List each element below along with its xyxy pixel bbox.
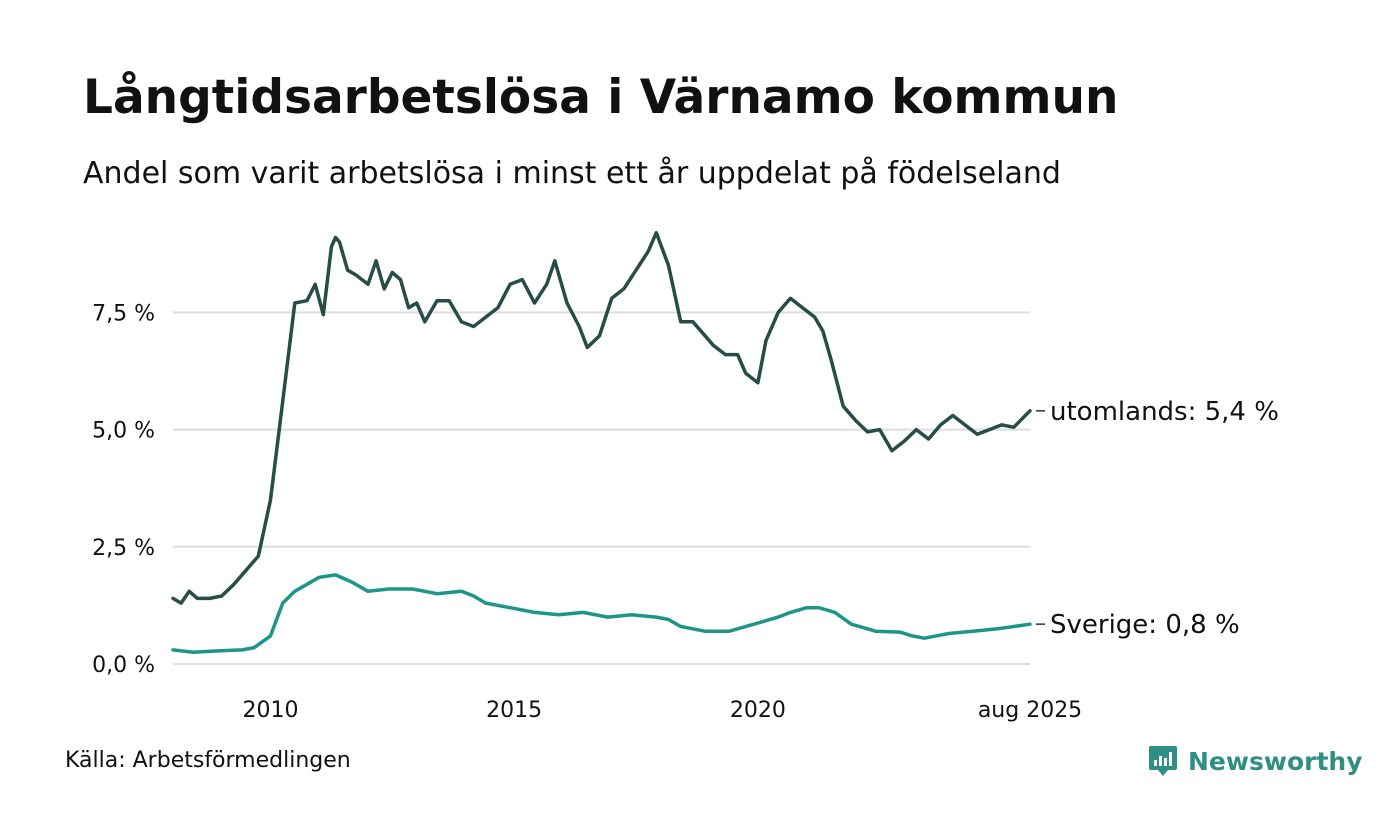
series-line-utomlands bbox=[171, 230, 1032, 605]
brand-name: Newsworthy bbox=[1188, 746, 1363, 776]
gridlines bbox=[173, 311, 1030, 665]
y-tick-label: 0,0 % bbox=[92, 653, 155, 678]
y-tick-label: 5,0 % bbox=[92, 419, 155, 444]
source-note: Källa: Arbetsförmedlingen bbox=[65, 748, 351, 773]
series-label-utomlands: utomlands: 5,4 % bbox=[1050, 397, 1279, 427]
x-tick-label: 2020 bbox=[730, 698, 786, 723]
y-axis-ticks: 0,0 % 2,5 % 5,0 % 7,5 % bbox=[92, 301, 155, 678]
y-tick-label: 2,5 % bbox=[92, 536, 155, 561]
brand-logo[interactable]: Newsworthy bbox=[1148, 744, 1363, 778]
y-tick-label: 7,5 % bbox=[92, 301, 155, 326]
x-tick-label: 2010 bbox=[242, 698, 298, 723]
x-tick-label: aug 2025 bbox=[978, 698, 1082, 723]
series-label-sverige: Sverige: 0,8 % bbox=[1050, 610, 1240, 640]
x-tick-label: 2015 bbox=[486, 698, 542, 723]
x-axis-ticks: 2010 2015 2020 aug 2025 bbox=[242, 698, 1082, 723]
series-lines bbox=[171, 230, 1032, 655]
chart-subtitle: Andel som varit arbetslösa i minst ett å… bbox=[83, 156, 1061, 191]
series-end-labels: utomlands: 5,4 % Sverige: 0,8 % bbox=[1036, 397, 1279, 640]
newsworthy-logo-icon bbox=[1149, 746, 1177, 776]
chart-title: Långtidsarbetslösa i Värnamo kommun bbox=[83, 70, 1119, 125]
series-line-sverige bbox=[171, 573, 1032, 655]
